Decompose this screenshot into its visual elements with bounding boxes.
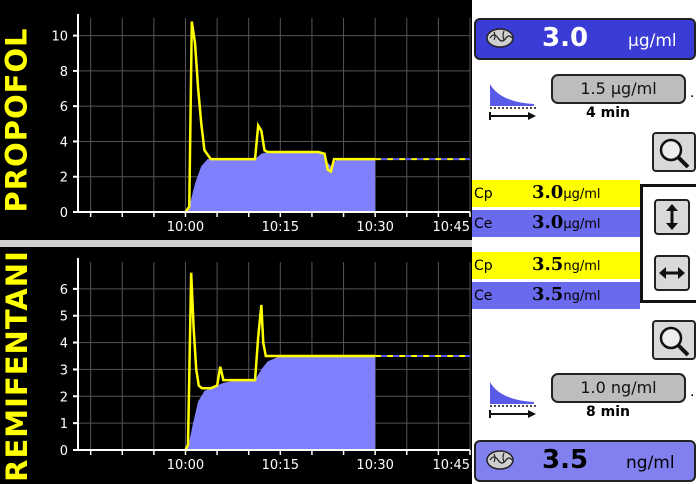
x-tick-label: 10:15 — [262, 220, 299, 235]
x-tick-label: 10:15 — [262, 458, 299, 473]
remifentanil-ce-unit: ng/ml — [563, 289, 601, 304]
remifentanil-target-box[interactable]: 3.5 ng/ml — [474, 440, 696, 482]
magnifier-icon — [659, 138, 690, 169]
y-tick-label: 8 — [60, 65, 68, 80]
remifentanil-infusion-more: . — [690, 383, 695, 400]
scale-control-bracket — [640, 184, 696, 303]
x-tick-label: 10:45 — [433, 220, 470, 235]
y-tick-label: 10 — [51, 30, 68, 45]
effect-concentration-area — [185, 152, 376, 212]
plasma-concentration-line — [184, 21, 376, 213]
brain-icon — [486, 28, 514, 48]
propofol-target-box[interactable]: 3.0 µg/ml — [474, 18, 696, 60]
remifentanil-infusion-time: 8 min — [586, 404, 630, 420]
y-tick-label: 0 — [60, 444, 68, 459]
remifentanil-ce-label: Ce — [474, 288, 493, 304]
y-tick-label: 0 — [60, 206, 68, 221]
y-tick-label: 6 — [60, 100, 68, 115]
remifentanil-cp-label: Cp — [474, 258, 493, 274]
x-tick-label: 10:30 — [356, 220, 393, 235]
x-tick-label: 10:00 — [167, 458, 204, 473]
propofol-cp-label: Cp — [474, 186, 493, 202]
brain-icon — [486, 450, 514, 470]
x-tick-label: 10:45 — [433, 458, 470, 473]
magnifier-icon — [659, 326, 690, 357]
remifentanil-chart[interactable]: 0 1 2 3 4 5 6 10:00 10:15 10:30 10:45 — [60, 258, 471, 473]
remifentanil-ce-value: 3.5 — [532, 284, 564, 305]
vertical-scale-button[interactable] — [654, 199, 690, 235]
propofol-ce-unit: µg/ml — [563, 217, 601, 232]
remifentanil-cp-value: 3.5 — [532, 254, 564, 275]
propofol-cp-value: 3.0 — [532, 182, 564, 203]
remifentanil-zoom-button[interactable] — [652, 320, 696, 360]
propofol-cp-row: Cp 3.0µg/ml — [472, 180, 640, 207]
effect-concentration-area — [185, 356, 376, 450]
panel-divider — [0, 240, 472, 247]
remifentanil-ce-row: Ce 3.5ng/ml — [472, 282, 640, 309]
remifentanil-cp-unit: ng/ml — [563, 259, 601, 274]
y-tick-label: 4 — [60, 337, 68, 352]
decay-curve-icon — [489, 382, 536, 418]
y-tick-label: 2 — [60, 171, 68, 186]
propofol-cp-unit: µg/ml — [563, 187, 601, 202]
propofol-target-unit: µg/ml — [628, 31, 677, 51]
propofol-ce-value: 3.0 — [532, 212, 564, 233]
y-tick-label: 3 — [60, 363, 68, 378]
plasma-concentration-line — [184, 272, 376, 451]
vertical-scale-icon — [666, 204, 678, 230]
x-tick-label: 10:30 — [356, 458, 393, 473]
propofol-infusion-more: . — [690, 84, 695, 101]
remifentanil-target-value: 3.5 — [542, 445, 589, 475]
y-tick-label: 5 — [60, 310, 68, 325]
remifentanil-drug-label: REMIFENTANI — [0, 249, 34, 482]
horizontal-scale-icon — [659, 267, 685, 279]
y-tick-label: 6 — [60, 283, 68, 298]
propofol-infusion-rate[interactable]: 1.5 µg/ml — [551, 74, 686, 104]
propofol-drug-label: PROPOFOL — [0, 27, 34, 213]
remifentanil-cp-row: Cp 3.5ng/ml — [472, 252, 640, 279]
propofol-infusion-time: 4 min — [586, 105, 630, 121]
remifentanil-target-unit: ng/ml — [626, 453, 675, 473]
y-tick-label: 1 — [60, 417, 68, 432]
horizontal-scale-button[interactable] — [654, 255, 690, 291]
remifentanil-label-strip: REMIFENTANI — [0, 247, 34, 484]
propofol-zoom-button[interactable] — [652, 132, 696, 172]
propofol-ce-row: Ce 3.0µg/ml — [472, 210, 640, 237]
propofol-target-value: 3.0 — [542, 23, 589, 53]
decay-curve-icon — [489, 84, 536, 120]
propofol-ce-label: Ce — [474, 216, 493, 232]
x-tick-label: 10:00 — [167, 220, 204, 235]
y-tick-label: 2 — [60, 390, 68, 405]
remifentanil-infusion-rate[interactable]: 1.0 ng/ml — [551, 373, 686, 403]
propofol-chart[interactable]: 0 2 4 6 8 10 10:00 10:15 10:30 10:45 — [51, 14, 471, 235]
propofol-label-strip: PROPOFOL — [0, 0, 34, 240]
y-tick-label: 4 — [60, 135, 68, 150]
